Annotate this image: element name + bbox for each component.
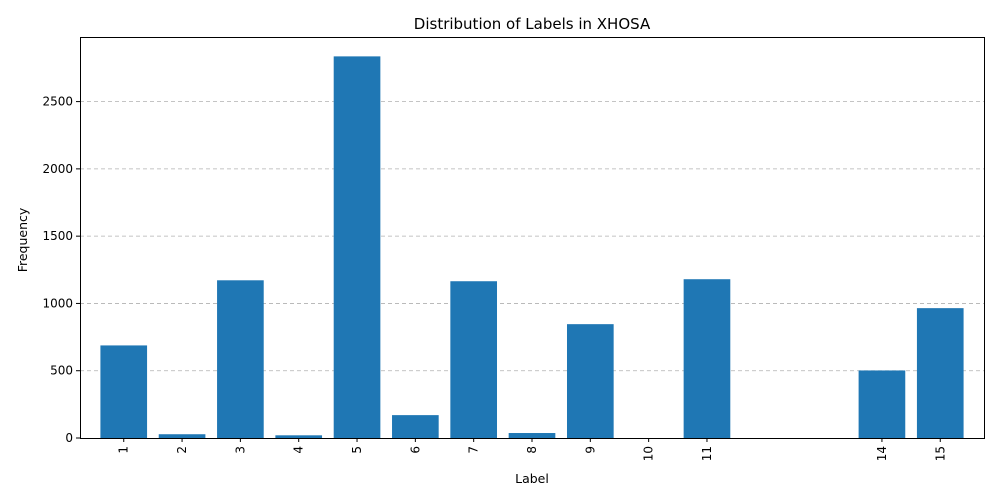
x-tick-label: 1 — [117, 446, 131, 454]
plot-frame — [80, 37, 985, 439]
x-tick-label: 8 — [525, 446, 539, 454]
bar — [566, 324, 614, 438]
x-tick-label: 14 — [875, 446, 889, 461]
bar — [450, 281, 498, 438]
x-tick-label: 7 — [467, 446, 481, 454]
bar — [508, 433, 556, 438]
chart-title: Distribution of Labels in XHOSA — [414, 15, 651, 33]
x-tick-label: 4 — [292, 446, 306, 454]
y-axis-label: Frequency — [15, 207, 30, 272]
x-tick-label: 10 — [642, 446, 656, 461]
x-tick-label: 3 — [233, 446, 247, 454]
bars — [100, 56, 964, 438]
x-tick-label: 9 — [583, 446, 597, 454]
y-tick-label: 1000 — [42, 296, 73, 310]
x-tick-label: 5 — [350, 446, 364, 454]
y-axis-ticks: 0 500 1000 1500 2000 2500 — [42, 95, 80, 445]
bar — [217, 280, 264, 438]
y-tick-label: 500 — [50, 364, 73, 378]
bar — [916, 308, 964, 438]
gridlines — [80, 101, 984, 372]
bar — [275, 435, 323, 438]
x-tick-label: 11 — [700, 446, 714, 461]
y-tick-label: 2500 — [42, 95, 73, 109]
bar — [333, 56, 381, 438]
x-tick-label: 6 — [408, 446, 422, 454]
y-tick-label: 0 — [65, 431, 73, 445]
y-tick-label: 1500 — [42, 229, 73, 243]
x-axis-label: Label — [515, 471, 549, 486]
y-tick-label: 2000 — [42, 162, 73, 176]
bar — [392, 415, 439, 438]
bar — [858, 370, 906, 438]
x-axis-ticks: 1 2 3 4 5 6 7 8 9 10 11 14 15 — [117, 438, 947, 461]
bar — [158, 434, 206, 438]
bar — [100, 345, 148, 438]
bar — [683, 279, 731, 438]
x-tick-label: 15 — [933, 446, 947, 461]
x-tick-label: 2 — [175, 446, 189, 454]
